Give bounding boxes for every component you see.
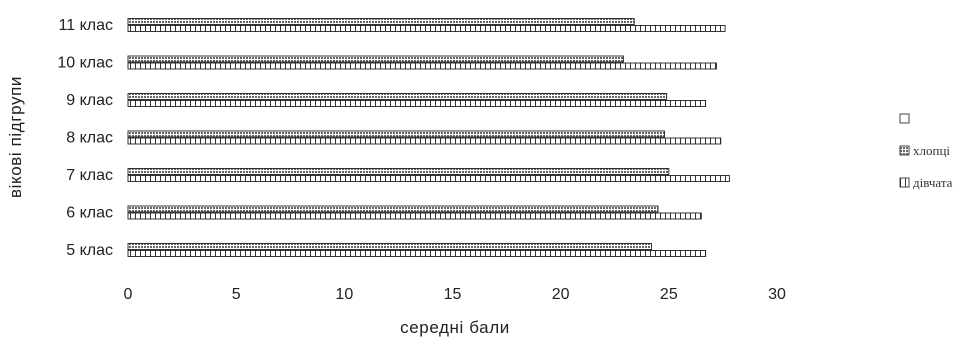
category-label: 5 клас — [66, 242, 113, 259]
legend-swatch-boys — [899, 145, 910, 156]
category-label: 11 клас — [59, 17, 113, 34]
x-tick-label: 0 — [124, 286, 133, 303]
category-label: 6 клас — [66, 205, 113, 222]
x-tick-label: 25 — [660, 286, 678, 303]
category-labels: 5 клас 6 клас 7 клас 8 клас 9 клас 10 клас 11 … — [57, 17, 113, 259]
bar-boys — [127, 18, 635, 25]
x-axis-title: середні бали — [400, 318, 510, 337]
category-label: 9 клас — [66, 92, 113, 109]
x-tick-label: 5 — [232, 286, 241, 303]
bar-girls — [127, 100, 707, 107]
x-tick-label: 15 — [444, 286, 462, 303]
x-tick-labels: 0 5 10 15 20 25 30 — [124, 286, 786, 303]
legend-swatch-girls — [899, 177, 910, 188]
bar-girls — [127, 137, 722, 145]
x-tick-label: 30 — [768, 286, 786, 303]
legend: хлопці дівчата — [899, 113, 953, 190]
bar-boys — [127, 55, 624, 63]
bar-boys — [127, 205, 659, 213]
category-label: 8 клас — [66, 130, 113, 147]
y-axis-title: вікові підгрупи — [6, 76, 25, 198]
bar-boys — [127, 93, 668, 100]
legend-label: хлопці — [913, 143, 950, 158]
bar-girls — [127, 250, 707, 257]
bar-girls — [127, 212, 702, 220]
bar-girls — [127, 175, 730, 182]
legend-swatch-blank — [899, 113, 910, 124]
bar-girls — [127, 25, 726, 32]
bar-boys — [127, 130, 665, 138]
x-tick-label: 20 — [552, 286, 570, 303]
x-tick-label: 10 — [335, 286, 353, 303]
category-label: 10 клас — [57, 55, 113, 72]
bar-girls — [127, 62, 717, 70]
bar-boys — [127, 168, 670, 175]
bars-layer — [127, 18, 730, 257]
category-label: 7 клас — [66, 167, 113, 184]
legend-label: дівчата — [913, 175, 953, 190]
bar-boys — [127, 243, 652, 250]
